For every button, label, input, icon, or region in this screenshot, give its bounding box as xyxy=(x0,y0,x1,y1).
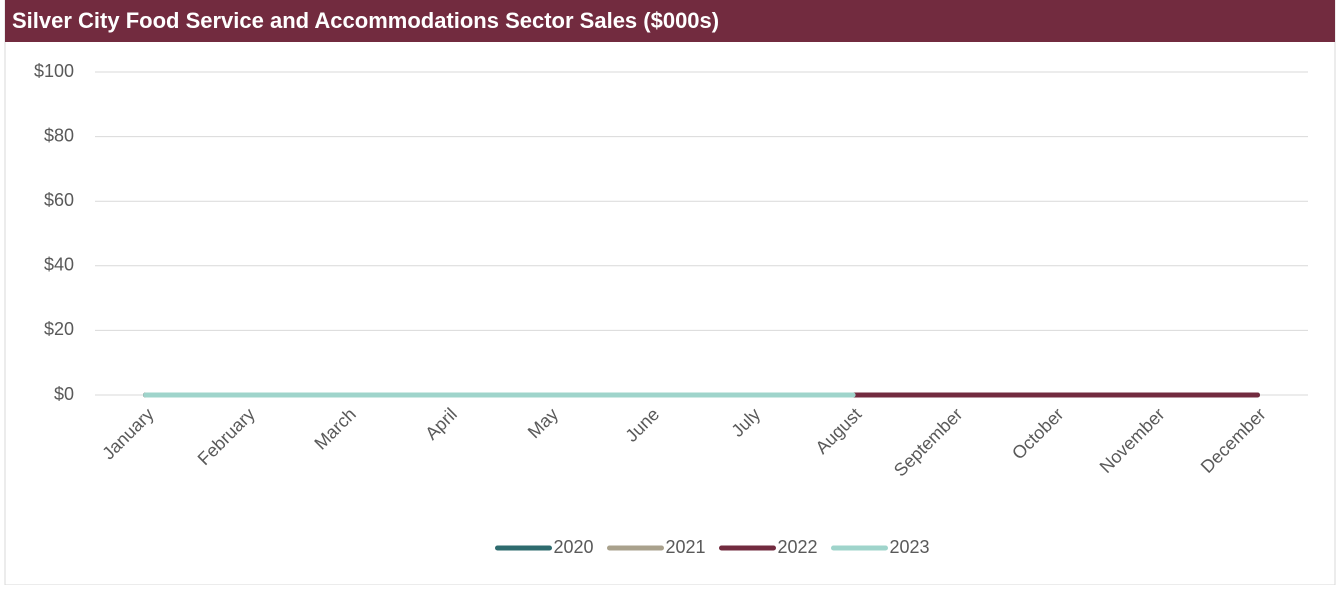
y-tick-label: $100 xyxy=(34,61,74,81)
legend-label: 2020 xyxy=(554,537,594,557)
legend-label: 2023 xyxy=(890,537,930,557)
y-tick-label: $0 xyxy=(54,384,74,404)
chart-title: Silver City Food Service and Accommodati… xyxy=(12,8,719,33)
y-tick-label: $80 xyxy=(44,125,74,145)
legend-label: 2022 xyxy=(778,537,818,557)
legend-label: 2021 xyxy=(666,537,706,557)
y-tick-label: $40 xyxy=(44,255,74,275)
chart-frame xyxy=(4,0,1336,586)
y-tick-label: $20 xyxy=(44,319,74,339)
title-bar xyxy=(5,0,1335,42)
y-tick-label: $60 xyxy=(44,190,74,210)
